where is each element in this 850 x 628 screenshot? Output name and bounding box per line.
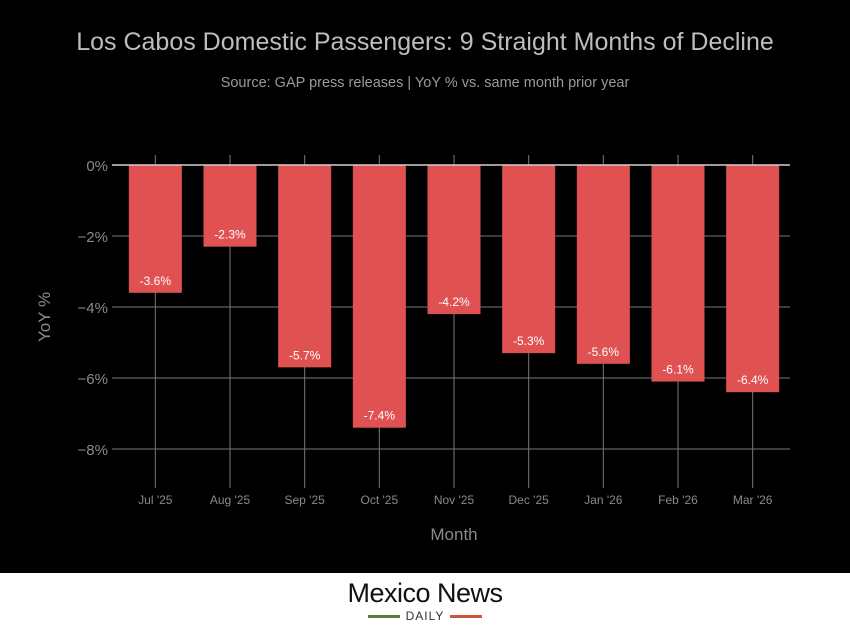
x-tick-label: Jul '25 (138, 493, 173, 507)
data-label: -6.1% (662, 363, 694, 377)
y-tick-label: −6% (78, 371, 108, 388)
x-tick-label: Jan '26 (584, 493, 623, 507)
logo-sub: DAILY (0, 609, 850, 623)
x-tick-label: Oct '25 (361, 493, 399, 507)
data-label: -4.2% (438, 295, 470, 309)
bar (352, 165, 406, 428)
x-tick-label: Feb '26 (658, 493, 698, 507)
data-label: -7.4% (364, 409, 396, 423)
y-axis-title: YoY % (35, 292, 54, 342)
x-tick-label: Aug '25 (210, 493, 251, 507)
x-tick-label: Mar '26 (733, 493, 773, 507)
bar (726, 165, 780, 393)
logo: Mexico News (347, 578, 503, 608)
y-tick-label: 0% (86, 158, 108, 175)
data-label: -2.3% (214, 228, 246, 242)
x-tick-label: Dec '25 (509, 493, 550, 507)
y-tick-label: −4% (78, 300, 108, 317)
data-label: -5.7% (289, 348, 321, 362)
bar (203, 165, 257, 247)
data-label: -5.3% (513, 334, 545, 348)
bar (651, 165, 705, 382)
red-stripe (450, 614, 483, 618)
data-label: -3.6% (140, 274, 172, 288)
bar (278, 165, 332, 368)
bar (502, 165, 556, 354)
green-stripe (367, 614, 400, 618)
bar-chart: 0% −2% −4% −6% −8% -3.6% Jul '25 -2.3% Aug '25 -5… (35, 155, 790, 544)
logo-daily: DAILY (405, 609, 445, 623)
data-label: -6.4% (737, 373, 769, 387)
chart-subtitle: Source: GAP press releases | YoY % vs. s… (220, 75, 630, 91)
x-axis-title: Month (430, 525, 477, 544)
bar (427, 165, 481, 315)
x-tick-label: Nov '25 (434, 493, 475, 507)
bar (576, 165, 630, 364)
footer: Mexico News DAILY (0, 573, 850, 628)
y-tick-label: −2% (78, 229, 108, 246)
data-label: -5.6% (588, 345, 620, 359)
y-tick-label: −8% (78, 442, 108, 459)
x-tick-label: Sep '25 (285, 493, 326, 507)
chart-title: Los Cabos Domestic Passengers: 9 Straigh… (76, 28, 774, 56)
bar (128, 165, 182, 293)
